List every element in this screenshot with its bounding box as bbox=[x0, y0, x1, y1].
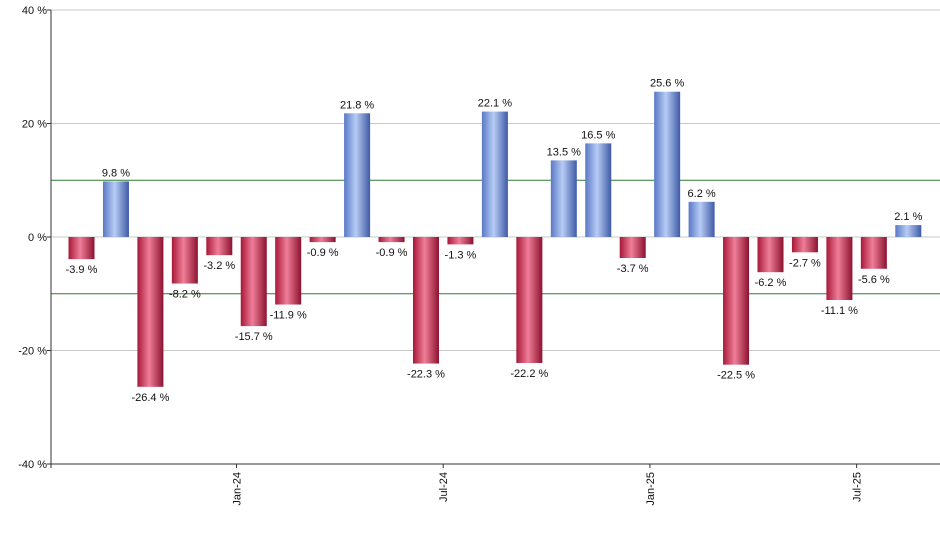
data-label-20: -22.5 % bbox=[717, 370, 755, 382]
x-tick-label-1: Jul-24 bbox=[438, 472, 450, 502]
data-label-5: -3.2 % bbox=[203, 260, 235, 272]
bar-6 bbox=[240, 237, 267, 327]
axes bbox=[47, 9, 940, 468]
data-label-4: -8.2 % bbox=[169, 289, 201, 301]
x-tick-labels: Jan-24 Jul-24 Jan-25 Jul-25 bbox=[232, 472, 864, 506]
bar-3 bbox=[137, 237, 164, 387]
data-label-19: 6.2 % bbox=[688, 188, 716, 200]
data-label-17: -3.7 % bbox=[617, 263, 649, 275]
y-tick-label-0: 40 % bbox=[22, 5, 47, 17]
bar-25 bbox=[895, 225, 922, 237]
bar-9 bbox=[344, 113, 371, 237]
bar-8 bbox=[309, 237, 336, 243]
bars bbox=[68, 91, 922, 387]
bar-20 bbox=[723, 237, 750, 365]
data-label-25: 2.1 % bbox=[894, 211, 922, 223]
bar-18 bbox=[654, 91, 681, 237]
bar-24 bbox=[860, 237, 887, 269]
bar-2 bbox=[102, 181, 129, 237]
bar-13 bbox=[481, 111, 508, 237]
data-label-22: -2.7 % bbox=[789, 257, 821, 269]
y-tick-label-3: -20 % bbox=[18, 346, 47, 358]
data-label-11: -22.3 % bbox=[407, 369, 445, 381]
data-label-15: 13.5 % bbox=[547, 146, 581, 158]
x-tick-label-0: Jan-24 bbox=[232, 472, 244, 506]
bar-23 bbox=[826, 237, 853, 300]
y-tick-labels: 40 % 20 % 0 % -20 % -40 % bbox=[18, 5, 47, 471]
data-label-16: 16.5 % bbox=[581, 129, 615, 141]
data-label-7: -11.9 % bbox=[270, 310, 307, 322]
data-label-18: 25.6 % bbox=[650, 78, 684, 90]
data-label-23: -11.1 % bbox=[821, 305, 858, 317]
bar-15 bbox=[550, 160, 577, 237]
bar-21 bbox=[757, 237, 784, 273]
bar-10 bbox=[378, 237, 405, 243]
bar-7 bbox=[275, 237, 302, 305]
data-label-2: 9.8 % bbox=[102, 167, 130, 179]
data-label-12: -1.3 % bbox=[445, 249, 477, 261]
bar-5 bbox=[206, 237, 233, 256]
x-tick-label-3: Jul-25 bbox=[852, 472, 864, 502]
data-label-6: -15.7 % bbox=[235, 331, 273, 343]
data-label-10: -0.9 % bbox=[376, 247, 408, 259]
data-label-14: -22.2 % bbox=[510, 368, 548, 380]
y-tick-label-4: -40 % bbox=[18, 459, 47, 471]
data-label-3: -26.4 % bbox=[131, 392, 169, 404]
bar-4 bbox=[171, 237, 198, 284]
bar-14 bbox=[516, 237, 543, 363]
bar-17 bbox=[619, 237, 646, 258]
y-tick-label-2: 0 % bbox=[28, 232, 47, 244]
bar-19 bbox=[688, 201, 715, 237]
data-label-8: -0.9 % bbox=[307, 247, 339, 259]
data-label-1: -3.9 % bbox=[66, 264, 98, 276]
bar-1 bbox=[68, 237, 95, 260]
data-label-24: -5.6 % bbox=[858, 274, 890, 286]
bar-11 bbox=[413, 237, 439, 364]
bar-22 bbox=[791, 237, 818, 253]
y-tick-label-1: 20 % bbox=[22, 119, 47, 131]
bar-12 bbox=[447, 237, 474, 245]
data-label-21: -6.2 % bbox=[755, 277, 787, 289]
data-labels: -3.9 % 9.8 % -26.4 % -8.2 % -3.2 % -15.7 % -11… bbox=[66, 78, 923, 404]
data-label-9: 21.8 % bbox=[340, 99, 374, 111]
data-label-13: 22.1 % bbox=[478, 98, 512, 110]
x-tick-label-2: Jan-25 bbox=[645, 472, 657, 506]
bar-16 bbox=[585, 143, 612, 237]
